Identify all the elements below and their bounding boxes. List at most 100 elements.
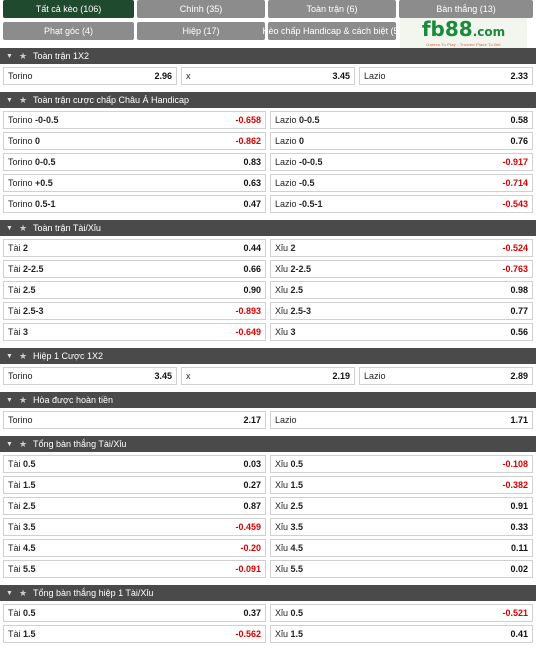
odds-button[interactable]: Xỉu 3.5 0.33 bbox=[270, 518, 533, 536]
selection-name: Torino bbox=[8, 136, 33, 146]
star-icon[interactable]: ★ bbox=[18, 94, 28, 105]
odds-button[interactable]: Tài 1.5 -0.562 bbox=[3, 625, 266, 643]
odds-button[interactable]: Torino 2.17 bbox=[3, 411, 266, 429]
star-icon[interactable]: ★ bbox=[18, 222, 28, 233]
chevron-down-icon[interactable]: ▼ bbox=[6, 352, 13, 360]
handicap-line: 0-0.5 bbox=[35, 157, 56, 167]
selection-name: Tài bbox=[8, 264, 21, 274]
selection-name: Xỉu bbox=[275, 243, 289, 253]
odds-button[interactable]: Xỉu 3 0.56 bbox=[270, 323, 533, 341]
odds-button[interactable]: Tài 1.5 0.27 bbox=[3, 476, 266, 494]
section-header[interactable]: ▼ ★ Hiệp 1 Cược 1X2 bbox=[0, 348, 536, 364]
section-header[interactable]: ▼ ★ Toàn trận cược chấp Châu Á Handicap bbox=[0, 92, 536, 108]
odds-button[interactable]: Lazio 0-0.5 0.58 bbox=[270, 111, 533, 129]
chevron-down-icon[interactable]: ▼ bbox=[6, 52, 13, 60]
handicap-line: 2-2.5 bbox=[290, 264, 312, 274]
odds-button[interactable]: Torino 0 -0.862 bbox=[3, 132, 266, 150]
odds-button[interactable]: Lazio -0.5 -0.714 bbox=[270, 174, 533, 192]
odds-button[interactable]: Tài 2.5 0.90 bbox=[3, 281, 266, 299]
section-header[interactable]: ▼ ★ Tổng bàn thắng Tài/Xỉu bbox=[0, 436, 536, 452]
odds-button[interactable]: x 2.19 bbox=[181, 367, 355, 385]
odds-button[interactable]: Lazio -0-0.5 -0.917 bbox=[270, 153, 533, 171]
section-header[interactable]: ▼ ★ Toàn trận 1X2 bbox=[0, 48, 536, 64]
odds-button[interactable]: Xỉu 2.5-3 0.77 bbox=[270, 302, 533, 320]
tab-handicap[interactable]: Kèo chấp Handicap & cách biệt (5) bbox=[262, 22, 402, 40]
chevron-down-icon[interactable]: ▼ bbox=[6, 96, 13, 104]
section-header[interactable]: ▼ ★ Tổng bàn thắng hiệp 1 Tài/Xỉu bbox=[0, 585, 536, 601]
odds-button[interactable]: Torino 0.5-1 0.47 bbox=[3, 195, 266, 213]
tab-goals[interactable]: Bàn thắng (13) bbox=[399, 0, 533, 18]
odds-row: Tài 3.5 -0.459 Xỉu 3.5 0.33 bbox=[0, 518, 536, 536]
selection-name: Torino bbox=[8, 71, 33, 81]
odds-button[interactable]: Xỉu 4.5 0.11 bbox=[270, 539, 533, 557]
odds-button[interactable]: Torino -0-0.5 -0.658 bbox=[3, 111, 266, 129]
odds-button[interactable]: Torino 3.45 bbox=[3, 367, 177, 385]
odds-button[interactable]: Lazio 0 0.76 bbox=[270, 132, 533, 150]
odds-button[interactable]: Tài 2.5 0.87 bbox=[3, 497, 266, 515]
star-icon[interactable]: ★ bbox=[18, 350, 28, 361]
odds-row: Tài 0.5 0.03 Xỉu 0.5 -0.108 bbox=[0, 455, 536, 473]
odds-button[interactable]: Xỉu 2-2.5 -0.763 bbox=[270, 260, 533, 278]
chevron-down-icon[interactable]: ▼ bbox=[6, 589, 13, 597]
selection-label: Lazio bbox=[364, 71, 386, 81]
selection-label: Tài 3 bbox=[8, 327, 28, 337]
odds-button[interactable]: Tài 3.5 -0.459 bbox=[3, 518, 266, 536]
odds-button[interactable]: Tài 3 -0.649 bbox=[3, 323, 266, 341]
selection-label: Torino bbox=[8, 371, 33, 381]
selection-name: Xỉu bbox=[275, 264, 289, 274]
selection-label: Torino bbox=[8, 71, 33, 81]
chevron-down-icon[interactable]: ▼ bbox=[6, 224, 13, 232]
star-icon[interactable]: ★ bbox=[18, 50, 28, 61]
odds-button[interactable]: Torino 2.96 bbox=[3, 67, 177, 85]
tab-all-markets[interactable]: Tất cả kèo (106) bbox=[3, 0, 134, 18]
chevron-down-icon[interactable]: ▼ bbox=[6, 396, 13, 404]
odds-button[interactable]: x 3.45 bbox=[181, 67, 355, 85]
odds-button[interactable]: Xỉu 0.5 -0.521 bbox=[270, 604, 533, 622]
odds-value: 0.03 bbox=[243, 459, 261, 469]
odds-button[interactable]: Lazio 2.33 bbox=[359, 67, 533, 85]
odds-button[interactable]: Xỉu 1.5 -0.382 bbox=[270, 476, 533, 494]
odds-button[interactable]: Tài 0.5 0.37 bbox=[3, 604, 266, 622]
odds-button[interactable]: Lazio 1.71 bbox=[270, 411, 533, 429]
odds-button[interactable]: Torino +0.5 0.63 bbox=[3, 174, 266, 192]
tab-corners[interactable]: Phạt góc (4) bbox=[3, 22, 134, 40]
odds-button[interactable]: Xỉu 2.5 0.91 bbox=[270, 497, 533, 515]
odds-button[interactable]: Lazio 2.89 bbox=[359, 367, 533, 385]
selection-label: Xỉu 2 bbox=[275, 243, 296, 253]
chevron-down-icon[interactable]: ▼ bbox=[6, 440, 13, 448]
handicap-line: 2-2.5 bbox=[23, 264, 44, 274]
odds-value: 2.33 bbox=[510, 71, 528, 81]
logo-wordmark: fb88.com bbox=[421, 17, 506, 41]
selection-name: Xỉu bbox=[275, 285, 289, 295]
tab-full-time[interactable]: Toàn trận (6) bbox=[268, 0, 396, 18]
odds-button[interactable]: Lazio -0.5-1 -0.543 bbox=[270, 195, 533, 213]
tab-half[interactable]: Hiệp (17) bbox=[137, 22, 265, 40]
selection-label: Tài 0.5 bbox=[8, 608, 36, 618]
odds-button[interactable]: Xỉu 2 -0.524 bbox=[270, 239, 533, 257]
odds-button[interactable]: Tài 2 0.44 bbox=[3, 239, 266, 257]
handicap-line: 2 bbox=[290, 243, 296, 253]
odds-row: Tài 0.5 0.37 Xỉu 0.5 -0.521 bbox=[0, 604, 536, 622]
odds-button[interactable]: Xỉu 1.5 0.41 bbox=[270, 625, 533, 643]
market-section: ▼ ★ Tổng bàn thắng Tài/Xỉu Tài 0.5 0.03 Xỉu 0… bbox=[0, 436, 536, 578]
section-header[interactable]: ▼ ★ Hòa được hoàn tiền bbox=[0, 392, 536, 408]
odds-button[interactable]: Tài 0.5 0.03 bbox=[3, 455, 266, 473]
odds-button[interactable]: Xỉu 5.5 0.02 bbox=[270, 560, 533, 578]
odds-button[interactable]: Torino 0-0.5 0.83 bbox=[3, 153, 266, 171]
star-icon[interactable]: ★ bbox=[18, 394, 28, 405]
odds-button[interactable]: Tài 5.5 -0.091 bbox=[3, 560, 266, 578]
star-icon[interactable]: ★ bbox=[18, 587, 28, 598]
selection-label: Lazio bbox=[364, 371, 386, 381]
selection-name: Xỉu bbox=[275, 543, 289, 553]
odds-button[interactable]: Tài 4.5 -0.20 bbox=[3, 539, 266, 557]
selection-name: x bbox=[186, 71, 191, 81]
selection-label: x bbox=[186, 71, 191, 81]
odds-button[interactable]: Xỉu 0.5 -0.108 bbox=[270, 455, 533, 473]
tab-main[interactable]: Chính (35) bbox=[137, 0, 265, 18]
odds-button[interactable]: Tài 2.5-3 -0.893 bbox=[3, 302, 266, 320]
star-icon[interactable]: ★ bbox=[18, 438, 28, 449]
section-header[interactable]: ▼ ★ Toàn trận Tài/Xỉu bbox=[0, 220, 536, 236]
odds-button[interactable]: Xỉu 2.5 0.98 bbox=[270, 281, 533, 299]
odds-button[interactable]: Tài 2-2.5 0.66 bbox=[3, 260, 266, 278]
odds-value: 0.98 bbox=[510, 285, 528, 295]
